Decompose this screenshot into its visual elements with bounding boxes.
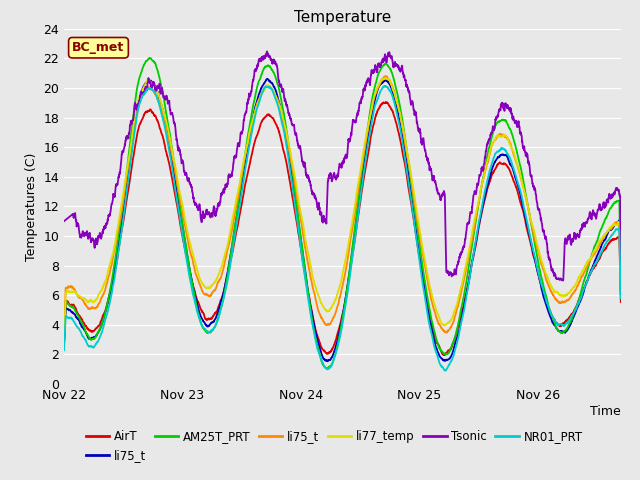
AirT bbox=[441, 352, 449, 358]
NR01_PRT bbox=[606, 235, 614, 240]
AirT bbox=[157, 127, 164, 133]
NR01_PRT bbox=[274, 102, 282, 108]
Tsonic bbox=[298, 155, 306, 160]
NR01_PRT bbox=[617, 295, 625, 301]
li75_t bbox=[606, 227, 614, 232]
NR01_PRT bbox=[60, 348, 68, 353]
Y-axis label: Temperatures (C): Temperatures (C) bbox=[25, 152, 38, 261]
Text: Time: Time bbox=[590, 405, 621, 418]
Line: AM25T_PRT: AM25T_PRT bbox=[64, 58, 621, 369]
AirT bbox=[547, 308, 554, 314]
Tsonic bbox=[157, 91, 164, 96]
AM25T_PRT bbox=[547, 310, 554, 315]
Title: Temperature: Temperature bbox=[294, 10, 391, 25]
li75_t bbox=[124, 176, 131, 182]
AirT bbox=[274, 125, 282, 131]
li75_t bbox=[382, 73, 390, 79]
Line: NR01_PRT: NR01_PRT bbox=[64, 86, 621, 371]
NR01_PRT bbox=[381, 83, 389, 89]
AirT bbox=[298, 251, 305, 256]
li75_t bbox=[324, 359, 332, 364]
li77_temp bbox=[606, 225, 614, 231]
NR01_PRT bbox=[442, 368, 449, 373]
NR01_PRT bbox=[124, 183, 131, 189]
AM25T_PRT bbox=[274, 82, 282, 87]
AM25T_PRT bbox=[157, 81, 164, 87]
li75_t bbox=[157, 99, 164, 105]
li75_t bbox=[547, 313, 554, 319]
Line: li75_t: li75_t bbox=[64, 76, 621, 336]
Tsonic bbox=[617, 263, 625, 269]
AirT bbox=[382, 99, 390, 105]
Tsonic bbox=[546, 256, 554, 262]
li77_temp bbox=[382, 75, 390, 81]
AirT bbox=[124, 192, 131, 197]
li75_t bbox=[60, 343, 68, 349]
Tsonic bbox=[263, 48, 271, 54]
Text: BC_met: BC_met bbox=[72, 41, 125, 54]
Tsonic bbox=[606, 193, 614, 199]
NR01_PRT bbox=[157, 107, 164, 113]
Tsonic bbox=[60, 218, 68, 224]
Line: li77_temp: li77_temp bbox=[64, 78, 621, 340]
Legend: AirT, li75_t, AM25T_PRT, li75_t, li77_temp, Tsonic, NR01_PRT: AirT, li75_t, AM25T_PRT, li75_t, li77_te… bbox=[81, 425, 588, 467]
li77_temp bbox=[124, 163, 131, 169]
Tsonic bbox=[124, 135, 131, 141]
li75_t bbox=[60, 333, 68, 339]
li77_temp bbox=[274, 99, 282, 105]
Line: Tsonic: Tsonic bbox=[64, 51, 621, 280]
AirT bbox=[606, 239, 614, 244]
AM25T_PRT bbox=[298, 242, 306, 248]
AM25T_PRT bbox=[617, 279, 625, 285]
AirT bbox=[60, 341, 68, 347]
AM25T_PRT bbox=[146, 55, 154, 61]
Line: li75_t: li75_t bbox=[64, 79, 621, 361]
li75_t bbox=[298, 222, 305, 228]
li75_t bbox=[274, 95, 282, 100]
li77_temp bbox=[546, 281, 554, 287]
AM25T_PRT bbox=[60, 340, 68, 346]
AM25T_PRT bbox=[606, 206, 614, 212]
NR01_PRT bbox=[298, 252, 305, 257]
li75_t bbox=[606, 228, 614, 233]
Line: AirT: AirT bbox=[64, 102, 621, 355]
li75_t bbox=[264, 76, 271, 82]
Tsonic bbox=[274, 70, 282, 75]
li77_temp bbox=[60, 337, 68, 343]
li77_temp bbox=[298, 214, 305, 220]
li77_temp bbox=[617, 290, 625, 296]
li75_t bbox=[617, 290, 625, 296]
li77_temp bbox=[157, 98, 164, 104]
AM25T_PRT bbox=[323, 366, 331, 372]
AirT bbox=[617, 299, 625, 305]
AM25T_PRT bbox=[124, 162, 131, 168]
li75_t bbox=[157, 103, 164, 108]
li75_t bbox=[617, 292, 625, 298]
li75_t bbox=[274, 96, 282, 102]
li75_t bbox=[298, 244, 306, 250]
li75_t bbox=[546, 287, 554, 292]
li75_t bbox=[124, 169, 131, 175]
NR01_PRT bbox=[547, 308, 554, 314]
Tsonic bbox=[558, 277, 566, 283]
